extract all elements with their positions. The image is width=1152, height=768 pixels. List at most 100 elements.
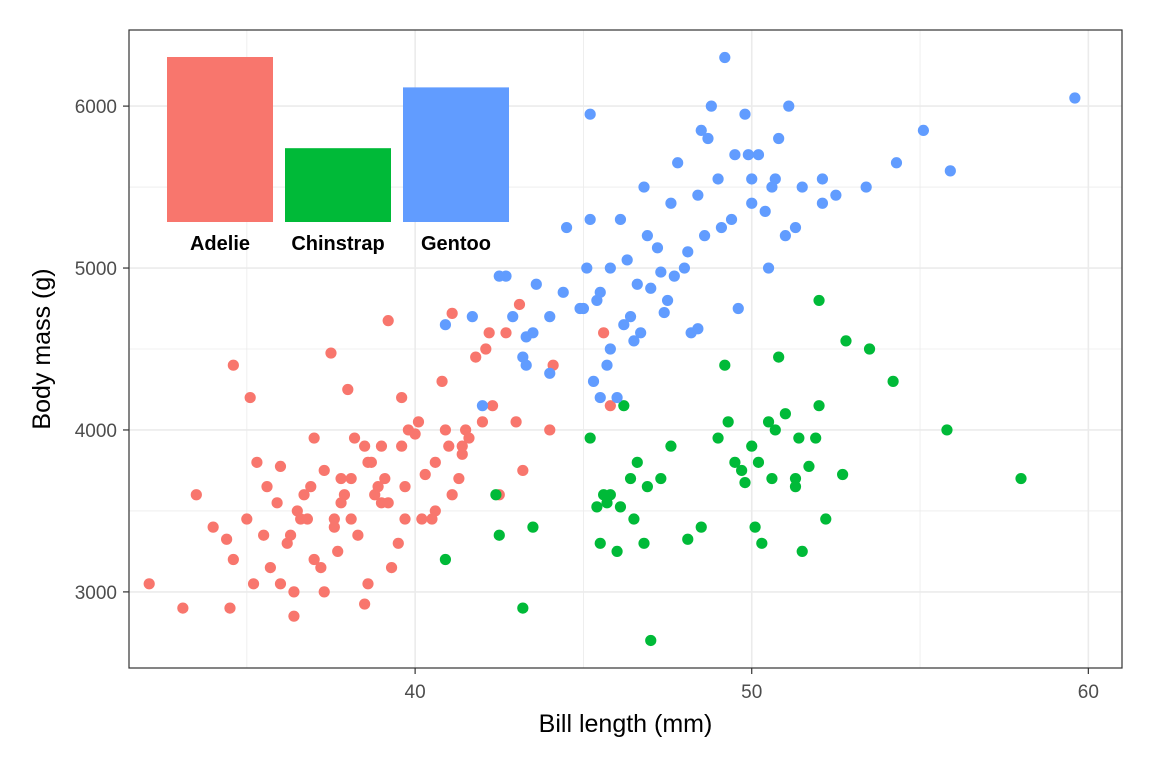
inset-bar-label: Adelie bbox=[190, 233, 250, 255]
data-point bbox=[678, 262, 691, 274]
data-point bbox=[813, 400, 825, 412]
data-point bbox=[796, 181, 808, 193]
data-point bbox=[725, 213, 738, 226]
data-point bbox=[658, 306, 670, 319]
data-point bbox=[382, 315, 394, 327]
data-point bbox=[682, 533, 694, 545]
data-point bbox=[520, 331, 532, 343]
data-point bbox=[419, 468, 431, 481]
data-point bbox=[466, 311, 478, 323]
data-point bbox=[773, 351, 785, 363]
data-point bbox=[752, 149, 765, 161]
data-point bbox=[759, 205, 771, 217]
data-point bbox=[702, 132, 714, 145]
data-point bbox=[332, 545, 344, 558]
inset-bar-gentoo bbox=[403, 87, 509, 222]
data-point bbox=[746, 197, 758, 209]
data-point bbox=[614, 501, 627, 513]
data-point bbox=[476, 400, 489, 412]
data-point bbox=[601, 359, 613, 371]
data-point bbox=[736, 464, 748, 477]
data-point bbox=[288, 610, 300, 622]
data-point bbox=[628, 335, 640, 347]
data-point bbox=[631, 278, 643, 290]
data-point bbox=[705, 100, 717, 112]
data-point bbox=[271, 497, 283, 509]
data-point bbox=[604, 343, 616, 355]
data-point bbox=[476, 416, 489, 428]
data-point bbox=[507, 311, 519, 323]
data-point bbox=[581, 262, 593, 274]
data-point bbox=[305, 481, 317, 493]
data-point bbox=[244, 391, 256, 404]
data-point bbox=[917, 124, 930, 136]
y-tick-label: 6000 bbox=[75, 97, 117, 118]
data-point bbox=[247, 578, 260, 590]
data-point bbox=[544, 424, 556, 436]
data-point bbox=[796, 545, 808, 558]
data-point bbox=[251, 456, 263, 468]
grid-lines bbox=[129, 30, 1122, 668]
data-point bbox=[837, 468, 849, 481]
data-point bbox=[227, 359, 239, 371]
data-point bbox=[594, 537, 606, 549]
data-point bbox=[624, 311, 637, 323]
data-point bbox=[510, 416, 522, 428]
data-point bbox=[769, 424, 781, 436]
data-point bbox=[813, 294, 825, 307]
data-point bbox=[766, 181, 778, 193]
data-point bbox=[493, 529, 505, 541]
data-point bbox=[328, 513, 340, 525]
data-point bbox=[443, 440, 455, 452]
data-point bbox=[429, 505, 441, 517]
data-point bbox=[941, 424, 953, 436]
data-point bbox=[611, 545, 623, 558]
data-point bbox=[261, 481, 273, 493]
data-point bbox=[645, 634, 657, 647]
data-point bbox=[439, 553, 452, 566]
data-point bbox=[591, 501, 603, 513]
data-point bbox=[789, 221, 802, 234]
data-point bbox=[517, 602, 529, 614]
data-point bbox=[762, 416, 775, 428]
data-point bbox=[695, 124, 707, 136]
data-point bbox=[456, 448, 468, 460]
axis-ticks: 40 50 60 3000 4000 5000 6000 bbox=[75, 97, 1099, 703]
data-point bbox=[379, 472, 391, 485]
data-point bbox=[628, 513, 640, 525]
data-point bbox=[513, 298, 526, 311]
data-point bbox=[587, 375, 600, 387]
y-tick-label: 4000 bbox=[75, 421, 117, 442]
data-point bbox=[190, 489, 202, 501]
data-point bbox=[429, 456, 441, 468]
data-point bbox=[1069, 92, 1081, 104]
data-point bbox=[328, 521, 340, 533]
data-point bbox=[722, 416, 734, 428]
data-point bbox=[604, 489, 616, 501]
data-point bbox=[375, 440, 388, 452]
data-point bbox=[618, 400, 630, 412]
data-point bbox=[416, 513, 428, 525]
data-point bbox=[258, 529, 270, 541]
data-point bbox=[490, 489, 502, 501]
data-point bbox=[224, 602, 236, 614]
data-point bbox=[830, 189, 842, 201]
data-point bbox=[372, 481, 384, 493]
data-point bbox=[789, 481, 802, 493]
data-point bbox=[500, 327, 512, 339]
data-point bbox=[318, 586, 330, 598]
data-point bbox=[665, 440, 677, 452]
data-point bbox=[365, 456, 377, 468]
data-point bbox=[645, 282, 657, 294]
data-point bbox=[470, 351, 482, 363]
data-point bbox=[412, 416, 425, 428]
data-point bbox=[752, 456, 765, 468]
data-point bbox=[739, 476, 751, 489]
data-point bbox=[530, 278, 542, 290]
data-point bbox=[362, 578, 374, 590]
data-point bbox=[712, 432, 724, 444]
data-point bbox=[594, 286, 606, 298]
data-point bbox=[399, 481, 411, 493]
